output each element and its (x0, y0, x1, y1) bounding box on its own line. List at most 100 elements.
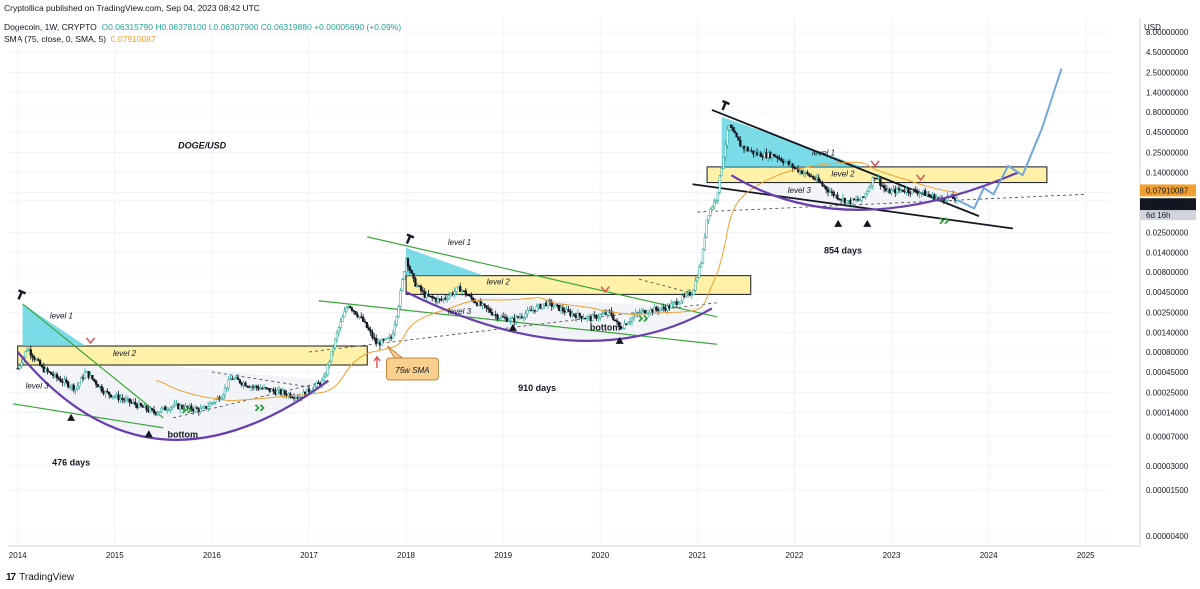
candle-body (294, 397, 298, 399)
candle-body (769, 152, 772, 159)
candle-body (177, 403, 180, 410)
candle-body (326, 364, 329, 376)
resistance-chevron-icon (870, 160, 880, 168)
candle-body (44, 368, 47, 373)
candle-body (78, 382, 81, 387)
candle-body (507, 320, 510, 322)
candle-body (701, 249, 705, 264)
candle-body (122, 399, 126, 401)
candle-body (46, 368, 49, 372)
candle-body (98, 385, 102, 388)
symbol-name[interactable]: Dogecoin, 1W, CRYPTO (4, 22, 97, 32)
candle-body (875, 178, 878, 180)
candle-body (328, 361, 331, 366)
candle-body (257, 387, 260, 390)
candle-body (720, 168, 723, 177)
candle-body (776, 156, 779, 159)
candle-body (83, 372, 87, 379)
candle-body (171, 405, 174, 408)
candle-body (653, 307, 656, 313)
dashed-line (211, 371, 319, 389)
candle-body (709, 209, 712, 217)
candle-body (655, 307, 658, 310)
candle-body (130, 402, 133, 404)
candle-body (854, 199, 858, 201)
candle-body (871, 177, 875, 186)
candle-body (920, 192, 923, 194)
candle-body (249, 386, 253, 388)
cup-curve (730, 171, 1019, 211)
candle-body (444, 297, 447, 300)
candle-body (488, 308, 492, 313)
time-tick-label: 2017 (300, 551, 318, 560)
candle-body (582, 317, 585, 320)
candle-body (431, 295, 434, 299)
time-tick-label: 2024 (980, 551, 998, 560)
sma-legend: SMA (75, close, 0, SMA, 5) 0.07910087 (4, 34, 156, 44)
candle-body (115, 394, 118, 397)
candle-body (817, 177, 820, 182)
candle-body (472, 298, 475, 302)
candle-body (197, 408, 200, 412)
candle-body (912, 189, 916, 191)
candle-body (679, 300, 682, 304)
candle-body (93, 378, 96, 382)
candle-body (922, 190, 925, 193)
candle-body (886, 189, 889, 192)
candle-body (307, 388, 311, 393)
candle-body (417, 285, 421, 287)
candles (16, 124, 959, 417)
candle-body (811, 176, 815, 179)
candle-body (834, 194, 837, 197)
candle-body (726, 129, 729, 146)
candle-body (492, 314, 495, 316)
candle-body (203, 406, 206, 409)
candle-body (102, 390, 105, 394)
price-tick-label: 0.00045000 (1146, 368, 1189, 377)
candle-body (459, 286, 462, 293)
candle-body (404, 258, 408, 272)
candle-body (244, 382, 247, 387)
candle-body (864, 193, 867, 198)
candle-body (586, 316, 589, 319)
candle-body (292, 397, 296, 399)
candle-body (475, 302, 479, 306)
candle-body (208, 403, 212, 407)
level-1-triangle (22, 303, 86, 347)
candle-body (688, 292, 692, 296)
candle-body (552, 305, 555, 308)
sma-label[interactable]: SMA (75, close, 0, SMA, 5) (4, 34, 107, 44)
candle-body (335, 332, 339, 340)
candle-body (474, 301, 477, 304)
candle-body (744, 147, 748, 150)
price-tick-label: 0.00140000 (1146, 329, 1189, 338)
candle-body (264, 387, 268, 389)
price-tick-label: 0.02500000 (1146, 228, 1189, 237)
candle-body (322, 376, 326, 381)
candle-body (890, 189, 893, 194)
candle-body (160, 408, 163, 412)
double-chevron-icon (939, 217, 950, 225)
candle-body (434, 298, 438, 302)
tradingview-logo[interactable]: 17 TradingView (6, 572, 74, 583)
candle-body (389, 336, 393, 339)
candle-body (225, 387, 228, 389)
trend-line (22, 303, 164, 419)
candle-body (593, 314, 596, 317)
annotation-label: bottom (168, 430, 199, 440)
candle-body (901, 189, 904, 192)
candle-body (670, 303, 673, 309)
candle-body (671, 302, 675, 305)
candle-body (810, 175, 813, 178)
candle-body (537, 304, 540, 307)
price-tick-label: 2.50000000 (1146, 68, 1189, 77)
candle-body (455, 287, 458, 292)
candle-body (121, 398, 124, 400)
time-tick-label: 2015 (106, 551, 124, 560)
candle-body (561, 307, 565, 312)
candle-body (741, 146, 744, 148)
cup-curves (16, 171, 1019, 441)
candle-body (623, 323, 626, 329)
bottom-marker (508, 323, 517, 331)
